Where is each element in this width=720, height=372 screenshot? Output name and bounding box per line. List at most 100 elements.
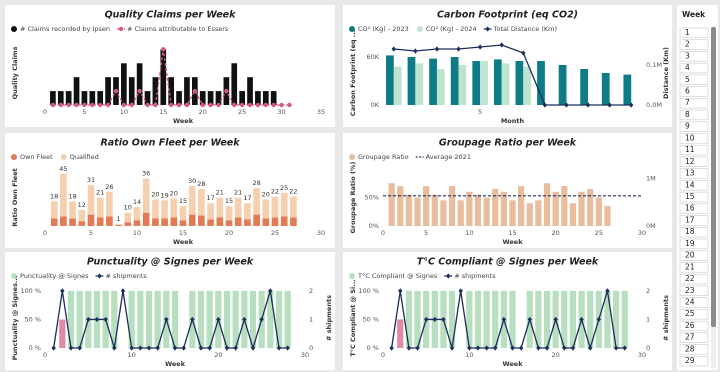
slicer-item[interactable] bbox=[679, 51, 709, 62]
legend-marker bbox=[485, 26, 490, 32]
bar bbox=[97, 91, 104, 105]
bar bbox=[87, 185, 95, 215]
slicer-item-label: 8 bbox=[685, 110, 690, 119]
point bbox=[137, 88, 142, 94]
slicer-item-label: 13 bbox=[685, 169, 695, 178]
bar bbox=[87, 214, 95, 226]
y-axis-label: Carbon Footprint (eq ... bbox=[349, 30, 357, 116]
data-label: 1 bbox=[117, 215, 121, 223]
point bbox=[391, 46, 396, 52]
point bbox=[585, 102, 591, 108]
slicer-item[interactable] bbox=[679, 27, 709, 39]
bar bbox=[543, 290, 551, 348]
slicer-item[interactable] bbox=[679, 309, 709, 320]
data-label: 18 bbox=[68, 192, 76, 200]
point bbox=[232, 102, 237, 108]
point bbox=[521, 50, 526, 56]
bar bbox=[152, 77, 159, 105]
slicer-item[interactable] bbox=[679, 144, 709, 156]
x-tick-label: 25 bbox=[595, 229, 603, 237]
x-tick-label: 5 bbox=[82, 108, 86, 116]
slicer-item[interactable] bbox=[679, 74, 709, 85]
point bbox=[276, 345, 282, 351]
slicer-item[interactable] bbox=[679, 332, 709, 343]
slicer-item[interactable] bbox=[679, 191, 709, 203]
bar bbox=[69, 218, 76, 226]
point bbox=[155, 345, 160, 351]
bar bbox=[414, 197, 421, 226]
point bbox=[66, 102, 71, 108]
point bbox=[441, 316, 446, 323]
slicer-item[interactable] bbox=[679, 285, 709, 296]
slicer-item[interactable] bbox=[679, 109, 709, 121]
slicer-item[interactable] bbox=[679, 273, 709, 285]
bar bbox=[523, 66, 532, 105]
slicer-item[interactable] bbox=[679, 133, 709, 144]
bar bbox=[223, 290, 231, 348]
point bbox=[605, 288, 610, 294]
point bbox=[120, 288, 126, 294]
data-label: 20 bbox=[170, 189, 178, 197]
bar bbox=[270, 91, 277, 105]
bar bbox=[142, 212, 150, 226]
bar bbox=[154, 290, 161, 348]
slicer-item[interactable] bbox=[679, 203, 709, 214]
point bbox=[208, 102, 213, 108]
y-tick-label: 100 % bbox=[358, 287, 379, 295]
scrollbar-thumb[interactable] bbox=[711, 27, 716, 327]
bar bbox=[440, 200, 447, 226]
bar bbox=[67, 290, 75, 348]
slicer-item[interactable] bbox=[679, 344, 709, 355]
bar bbox=[535, 200, 542, 226]
point bbox=[271, 102, 276, 108]
slicer-item[interactable] bbox=[679, 238, 709, 250]
slicer-item-label: 20 bbox=[685, 251, 695, 260]
bar bbox=[518, 186, 525, 226]
slicer-item[interactable] bbox=[679, 168, 709, 179]
slicer-item-label: 26 bbox=[685, 321, 695, 330]
slicer-item[interactable] bbox=[679, 320, 709, 332]
bar bbox=[290, 196, 297, 218]
chart-title: Ratio Own Fleet per Week bbox=[100, 138, 240, 149]
point bbox=[287, 102, 292, 108]
slicer-item[interactable] bbox=[679, 355, 709, 367]
point bbox=[224, 345, 230, 351]
point bbox=[415, 345, 420, 351]
slicer-item[interactable] bbox=[679, 156, 709, 167]
point bbox=[216, 102, 221, 108]
bar bbox=[415, 63, 424, 105]
data-label: 17 bbox=[243, 194, 251, 202]
y-tick-label: 50 % bbox=[24, 315, 41, 323]
bar bbox=[509, 200, 516, 226]
point bbox=[181, 345, 186, 351]
slicer-item-label: 3 bbox=[685, 51, 690, 60]
bar bbox=[431, 194, 438, 226]
slicer-item-label: 9 bbox=[685, 122, 690, 131]
slicer-item[interactable] bbox=[679, 180, 709, 191]
legend-label: # shipments bbox=[454, 272, 496, 280]
slicer-item[interactable] bbox=[679, 215, 709, 226]
slicer-item[interactable] bbox=[679, 227, 709, 238]
slicer-item[interactable] bbox=[679, 86, 709, 97]
slicer-item[interactable] bbox=[679, 121, 709, 132]
slicer-item[interactable] bbox=[679, 62, 709, 74]
slicer-item[interactable] bbox=[679, 39, 709, 50]
bar bbox=[115, 224, 122, 226]
point bbox=[103, 316, 108, 323]
point bbox=[153, 102, 158, 108]
bar bbox=[483, 290, 490, 348]
slicer-item[interactable] bbox=[679, 262, 709, 273]
bar bbox=[587, 290, 594, 348]
slicer-item[interactable] bbox=[679, 98, 709, 109]
bar bbox=[405, 290, 413, 348]
bar bbox=[89, 91, 96, 105]
x-tick-label: 10 bbox=[133, 229, 141, 237]
point bbox=[58, 102, 63, 108]
y-tick-label: 100 % bbox=[20, 287, 41, 295]
bar bbox=[170, 217, 178, 226]
bar bbox=[225, 206, 233, 221]
point bbox=[259, 316, 264, 323]
slicer-item[interactable] bbox=[679, 297, 709, 308]
slicer-item[interactable] bbox=[679, 250, 709, 261]
point bbox=[510, 345, 515, 351]
